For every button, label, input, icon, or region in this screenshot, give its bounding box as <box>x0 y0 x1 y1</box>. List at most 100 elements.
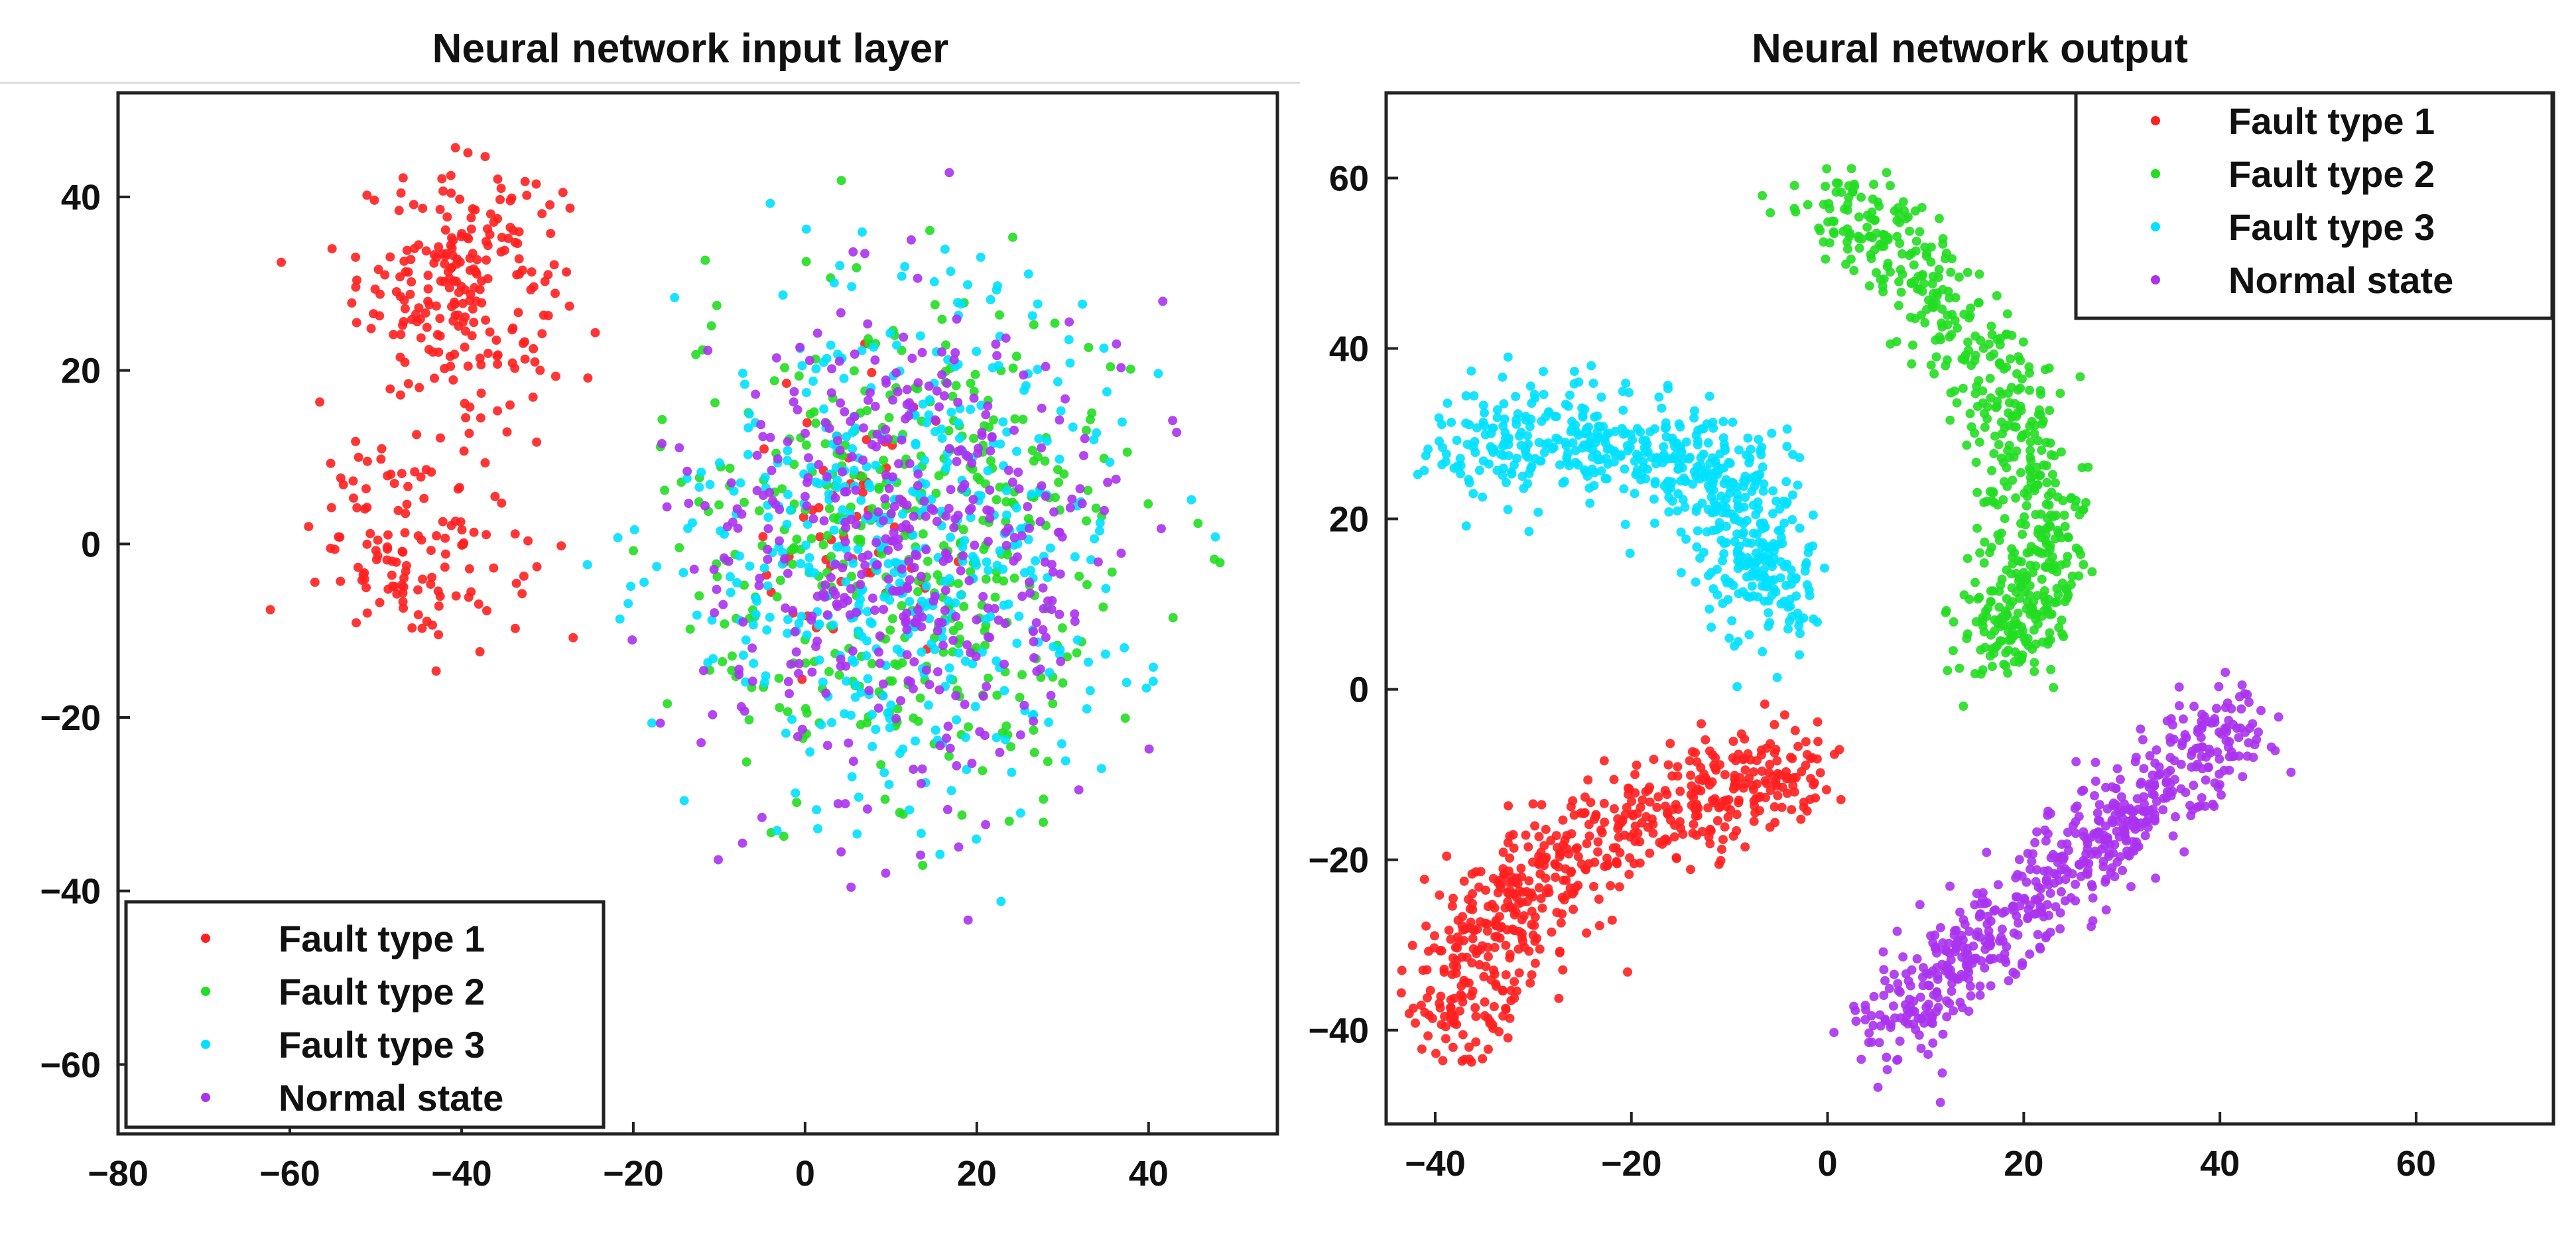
legend-marker <box>201 987 210 996</box>
scatter-point <box>1562 831 1572 841</box>
scatter-point <box>995 546 1005 556</box>
scatter-point <box>1886 339 1896 349</box>
scatter-point <box>1976 669 1986 679</box>
scatter-point <box>1874 1038 1884 1048</box>
scatter-point <box>2270 746 2280 756</box>
legend-label: Fault type 2 <box>279 971 485 1013</box>
scatter-point <box>1068 422 1078 432</box>
scatter-point <box>1720 770 1730 780</box>
scatter-point <box>1742 450 1752 460</box>
scatter-point <box>1144 744 1154 754</box>
scatter-point <box>1856 1054 1866 1064</box>
scatter-point <box>1499 869 1509 879</box>
scatter-point <box>992 351 1002 361</box>
scatter-point <box>402 245 412 255</box>
scatter-point <box>1025 588 1035 598</box>
scatter-point <box>523 536 533 546</box>
scatter-point <box>870 355 880 365</box>
scatter-point <box>852 607 862 617</box>
scatter-point <box>1771 587 1781 597</box>
scatter-point <box>514 227 524 237</box>
scatter-point <box>1982 847 1992 857</box>
scatter-point <box>2074 812 2084 822</box>
scatter-point <box>2091 757 2100 767</box>
scatter-point <box>1667 771 1677 781</box>
scatter-point <box>801 224 811 234</box>
scatter-point <box>2179 847 2189 857</box>
scatter-point <box>1747 473 1757 483</box>
scatter-point <box>1009 573 1019 583</box>
scatter-point <box>2201 775 2211 785</box>
scatter-point <box>2068 821 2078 831</box>
scatter-point <box>1882 168 1892 178</box>
scatter-point <box>1210 532 1220 542</box>
scatter-point <box>881 424 891 434</box>
scatter-point <box>995 310 1004 320</box>
scatter-point <box>429 258 439 268</box>
scatter-point <box>989 415 998 425</box>
scatter-point <box>1706 826 1716 835</box>
scatter-point <box>354 562 363 572</box>
scatter-point <box>1469 391 1479 401</box>
scatter-point <box>1680 502 1690 512</box>
scatter-point <box>828 513 838 523</box>
scatter-point <box>743 450 753 460</box>
scatter-point <box>1498 421 1508 431</box>
scatter-point <box>626 582 635 591</box>
scatter-point <box>1800 566 1810 576</box>
scatter-point <box>1869 180 1879 190</box>
scatter-point <box>1065 358 1075 368</box>
scatter-point <box>923 556 933 566</box>
scatter-point <box>714 855 723 865</box>
scatter-point <box>783 615 793 625</box>
scatter-point <box>1931 987 1941 997</box>
scatter-point <box>1074 572 1084 582</box>
scatter-point <box>413 585 423 595</box>
scatter-point <box>1013 467 1023 477</box>
x-tick-label: −20 <box>1601 1144 1662 1184</box>
scatter-point <box>871 442 881 452</box>
scatter-point <box>2174 682 2184 692</box>
plot-frame <box>116 91 1279 1136</box>
scatter-point <box>1779 710 1789 720</box>
scatter-point <box>836 398 846 408</box>
scatter-point <box>1793 741 1803 751</box>
scatter-point <box>1101 584 1111 593</box>
scatter-point <box>450 143 460 153</box>
scatter-point <box>2158 805 2168 815</box>
scatter-point <box>2074 571 2084 581</box>
scatter-point <box>944 751 954 761</box>
scatter-point <box>1959 702 1968 711</box>
scatter-point <box>2094 800 2104 810</box>
scatter-point <box>682 466 692 476</box>
scatter-point <box>1947 986 1957 996</box>
scatter-point <box>1574 377 1584 387</box>
scatter-point <box>1600 473 1610 483</box>
scatter-point <box>2014 855 2024 865</box>
scatter-point <box>627 635 637 645</box>
scatter-point <box>1988 954 1998 963</box>
scatter-point <box>1901 969 1911 979</box>
scatter-point <box>1423 444 1433 454</box>
scatter-point <box>508 323 518 333</box>
scatter-point <box>451 591 461 601</box>
scatter-point <box>1972 402 1982 411</box>
scatter-point <box>456 231 466 241</box>
scatter-point <box>1461 521 1471 531</box>
scatter-point <box>1458 912 1468 922</box>
scatter-point <box>1894 300 1903 310</box>
scatter-point <box>1948 646 1958 656</box>
scatter-point <box>1762 743 1771 753</box>
legend: Fault type 1 Fault type 2 Fault type 3 N… <box>124 900 606 1129</box>
scatter-point <box>1438 1056 1448 1066</box>
chart-title: Neural network output <box>1752 26 2188 72</box>
scatter-point <box>1079 451 1088 461</box>
scatter-point <box>2047 609 2057 619</box>
scatter-point <box>1755 446 1765 456</box>
scatter-point <box>946 407 956 417</box>
scatter-point <box>405 289 415 299</box>
scatter-point <box>1057 623 1067 633</box>
scatter-point <box>936 424 946 434</box>
scatter-point <box>430 373 439 383</box>
scatter-point <box>2132 837 2142 847</box>
